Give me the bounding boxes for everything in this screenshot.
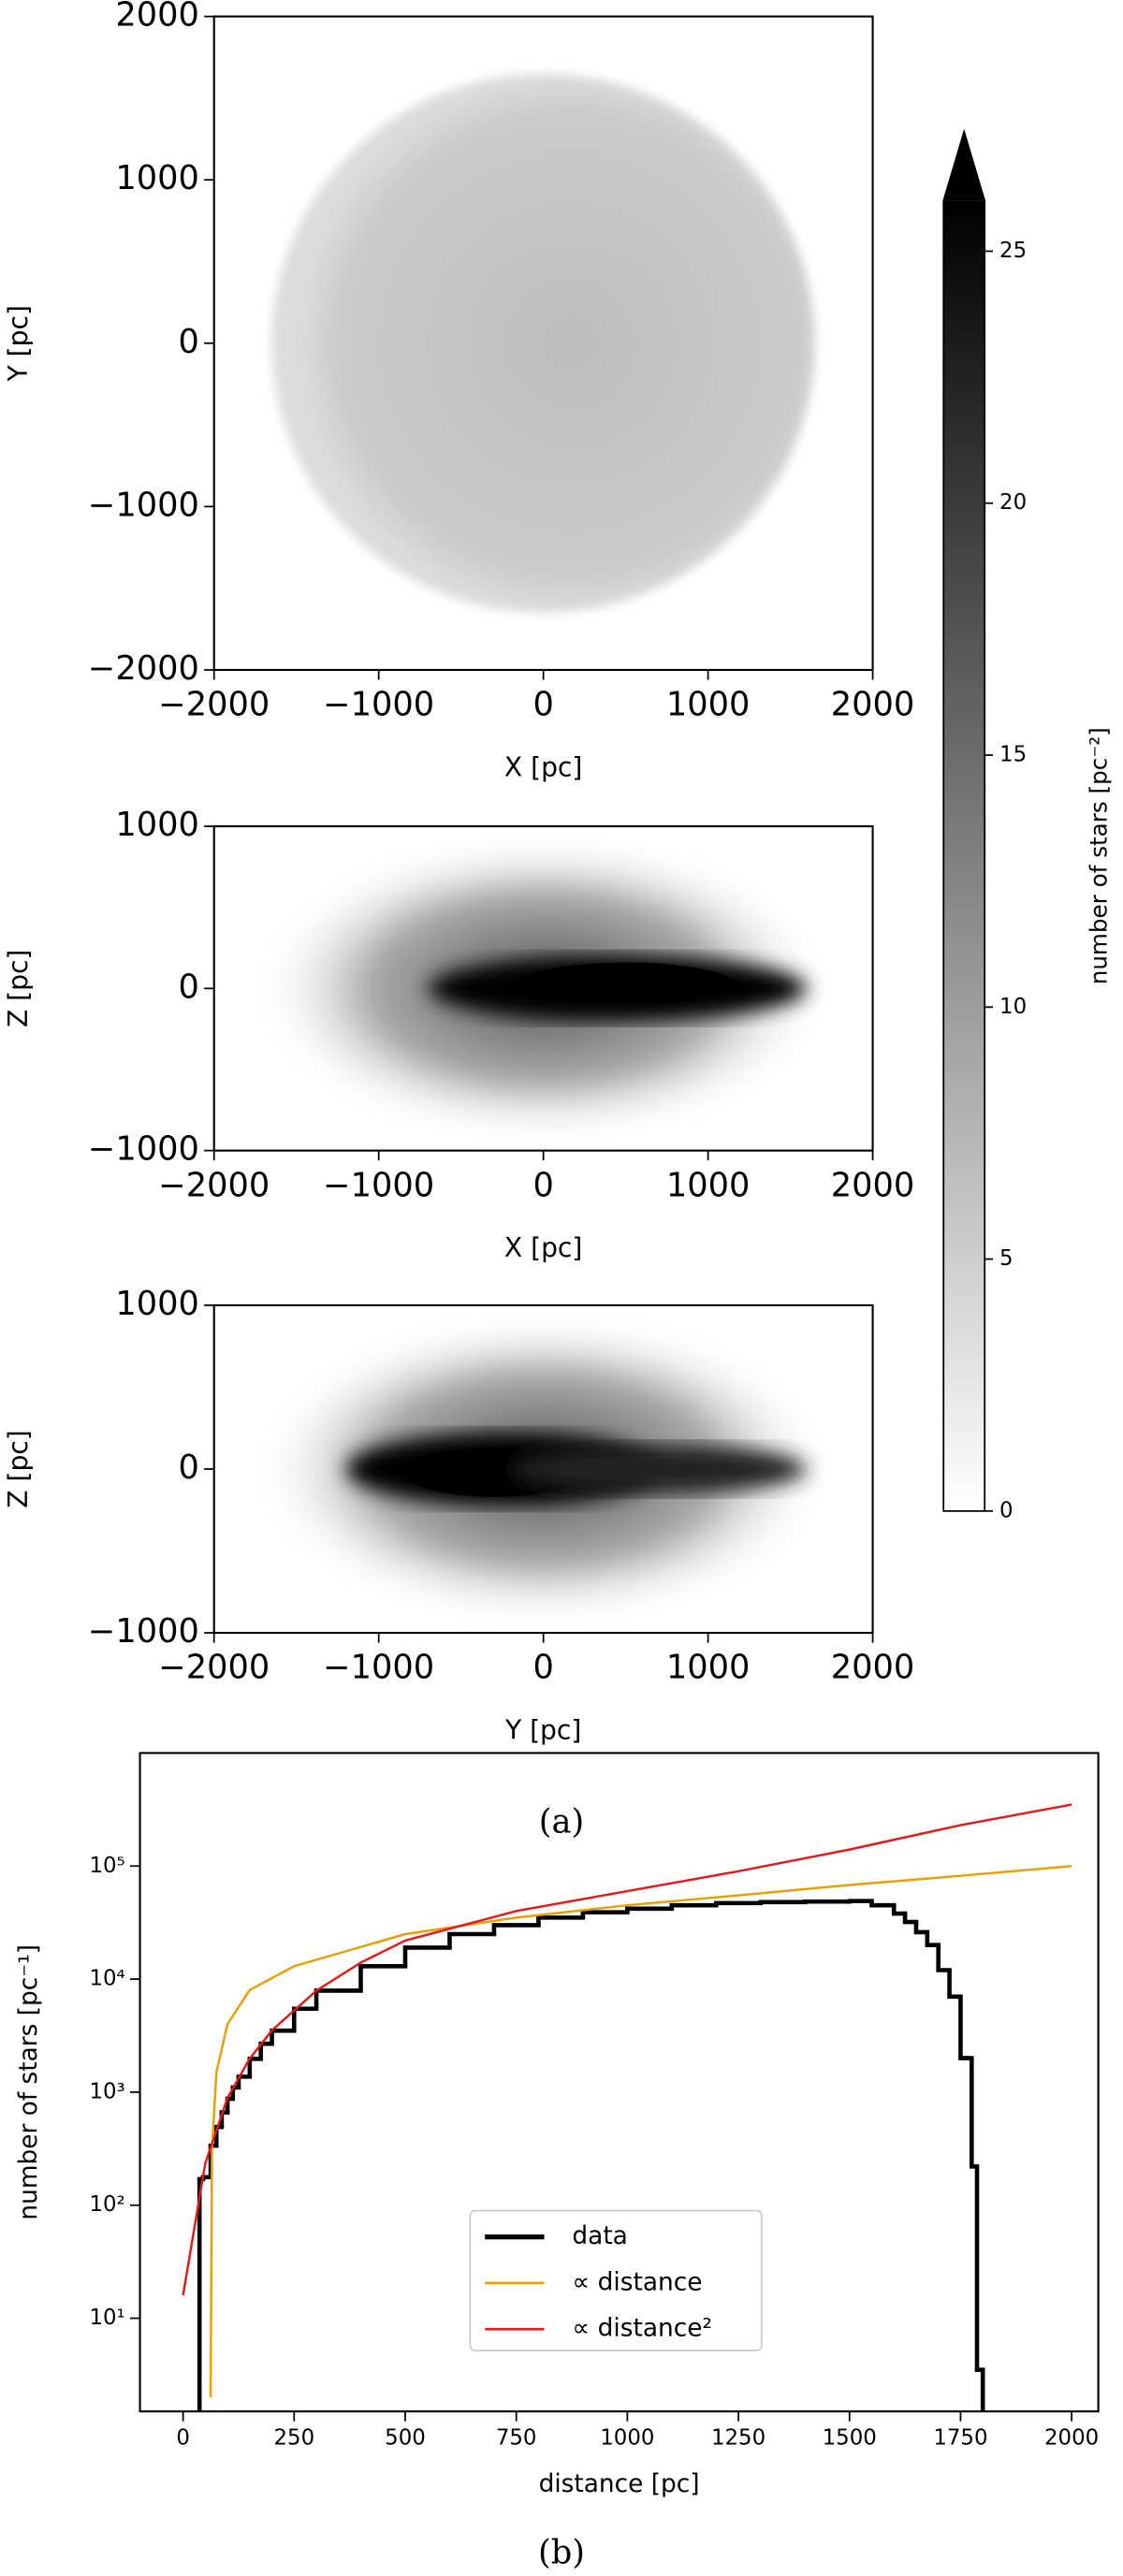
colorbar-tick-label: 20 <box>999 490 1027 515</box>
density-map <box>271 73 815 613</box>
y-axis-label: Y [pc] <box>3 305 34 382</box>
x-tick-label: 2000 <box>831 686 915 724</box>
colorbar-tick-label: 10 <box>999 995 1027 1019</box>
y-tick-label: 0 <box>179 1448 199 1487</box>
density-map <box>255 1313 832 1625</box>
y-tick-label: 10⁴ <box>89 1967 124 1991</box>
y-tick-label: 1000 <box>115 159 199 197</box>
x-tick-label: 2000 <box>831 1166 915 1204</box>
x-tick-label: 0 <box>532 1649 553 1687</box>
density-arm <box>510 1444 808 1494</box>
x-axis-label: Y [pc] <box>504 1715 581 1746</box>
legend-label: data <box>572 2222 627 2250</box>
colorbar-tick-label: 15 <box>999 743 1027 767</box>
caption: (b) <box>538 2534 585 2572</box>
plot-area <box>182 1803 1072 2412</box>
y-tick-label: 10³ <box>89 2079 124 2103</box>
x-tick-label: 0 <box>176 2425 190 2450</box>
colorbar-extend <box>943 131 985 201</box>
density-map <box>255 834 832 1142</box>
x-tick-label: −1000 <box>323 1166 434 1204</box>
x-tick-label: 250 <box>273 2425 314 2450</box>
legend-label: ∝ distance <box>572 2268 702 2296</box>
colorbar-frame <box>942 128 986 1512</box>
legend-label: ∝ distance² <box>572 2315 712 2343</box>
colorbar-label: number of stars [pc⁻²] <box>1085 727 1112 984</box>
x-tick-label: 0 <box>532 686 553 724</box>
x-tick-label: 500 <box>385 2425 426 2450</box>
y-tick-label: 10¹ <box>89 2306 124 2330</box>
density-disk <box>271 73 815 613</box>
x-tick-label: −2000 <box>158 686 270 724</box>
x-axis-label: X [pc] <box>504 1232 582 1263</box>
density-core <box>518 962 733 1005</box>
y-tick-label: 0 <box>179 968 199 1006</box>
x-axis-label: distance [pc] <box>539 2470 700 2498</box>
y-tick-label: −1000 <box>88 1612 199 1651</box>
x-tick-label: 1250 <box>711 2425 766 2450</box>
y-axis-label: Z [pc] <box>3 1430 34 1507</box>
x-tick-label: −1000 <box>323 1649 434 1687</box>
x-tick-label: 1000 <box>666 1649 751 1687</box>
y-tick-label: −1000 <box>88 1130 199 1169</box>
x-tick-label: 0 <box>532 1166 553 1204</box>
colorbar <box>943 200 985 1511</box>
x-tick-label: 2000 <box>1044 2425 1099 2450</box>
x-tick-label: −1000 <box>323 686 434 724</box>
colorbar-tick-label: 25 <box>999 239 1027 263</box>
y-tick-label: 1000 <box>115 806 199 844</box>
colorbar-tick-label: 0 <box>999 1498 1014 1522</box>
x-axis-label: X [pc] <box>504 752 582 783</box>
x-tick-label: 1750 <box>933 2425 987 2450</box>
x-tick-label: 750 <box>496 2425 537 2450</box>
caption: (a) <box>539 1803 584 1841</box>
x-tick-label: 1000 <box>666 686 751 724</box>
x-tick-label: −2000 <box>158 1166 270 1204</box>
axes-frame <box>212 15 874 672</box>
y-axis-label: number of stars [pc⁻¹] <box>15 1944 43 2220</box>
x-tick-label: 1000 <box>666 1166 751 1204</box>
series-line <box>209 1865 1072 2398</box>
y-tick-label: −2000 <box>88 649 199 688</box>
legend-box <box>469 2209 763 2351</box>
y-tick-label: 10⁵ <box>89 1854 124 1878</box>
x-tick-label: 2000 <box>831 1649 915 1687</box>
x-tick-label: −2000 <box>158 1649 270 1687</box>
y-tick-label: 10² <box>89 2192 124 2217</box>
colorbar-tick-label: 5 <box>999 1246 1014 1271</box>
y-tick-label: 0 <box>179 323 199 361</box>
axes-frame <box>212 825 874 1152</box>
series-line <box>182 1803 1072 2296</box>
y-tick-label: 1000 <box>115 1285 199 1323</box>
axes-frame <box>139 1752 1100 2413</box>
axes-frame <box>212 1303 874 1635</box>
y-tick-label: −1000 <box>88 486 199 524</box>
y-axis-label: Z [pc] <box>3 950 34 1027</box>
x-tick-label: 1000 <box>600 2425 654 2450</box>
x-tick-label: 1500 <box>823 2425 877 2450</box>
y-tick-label: 2000 <box>115 0 199 35</box>
